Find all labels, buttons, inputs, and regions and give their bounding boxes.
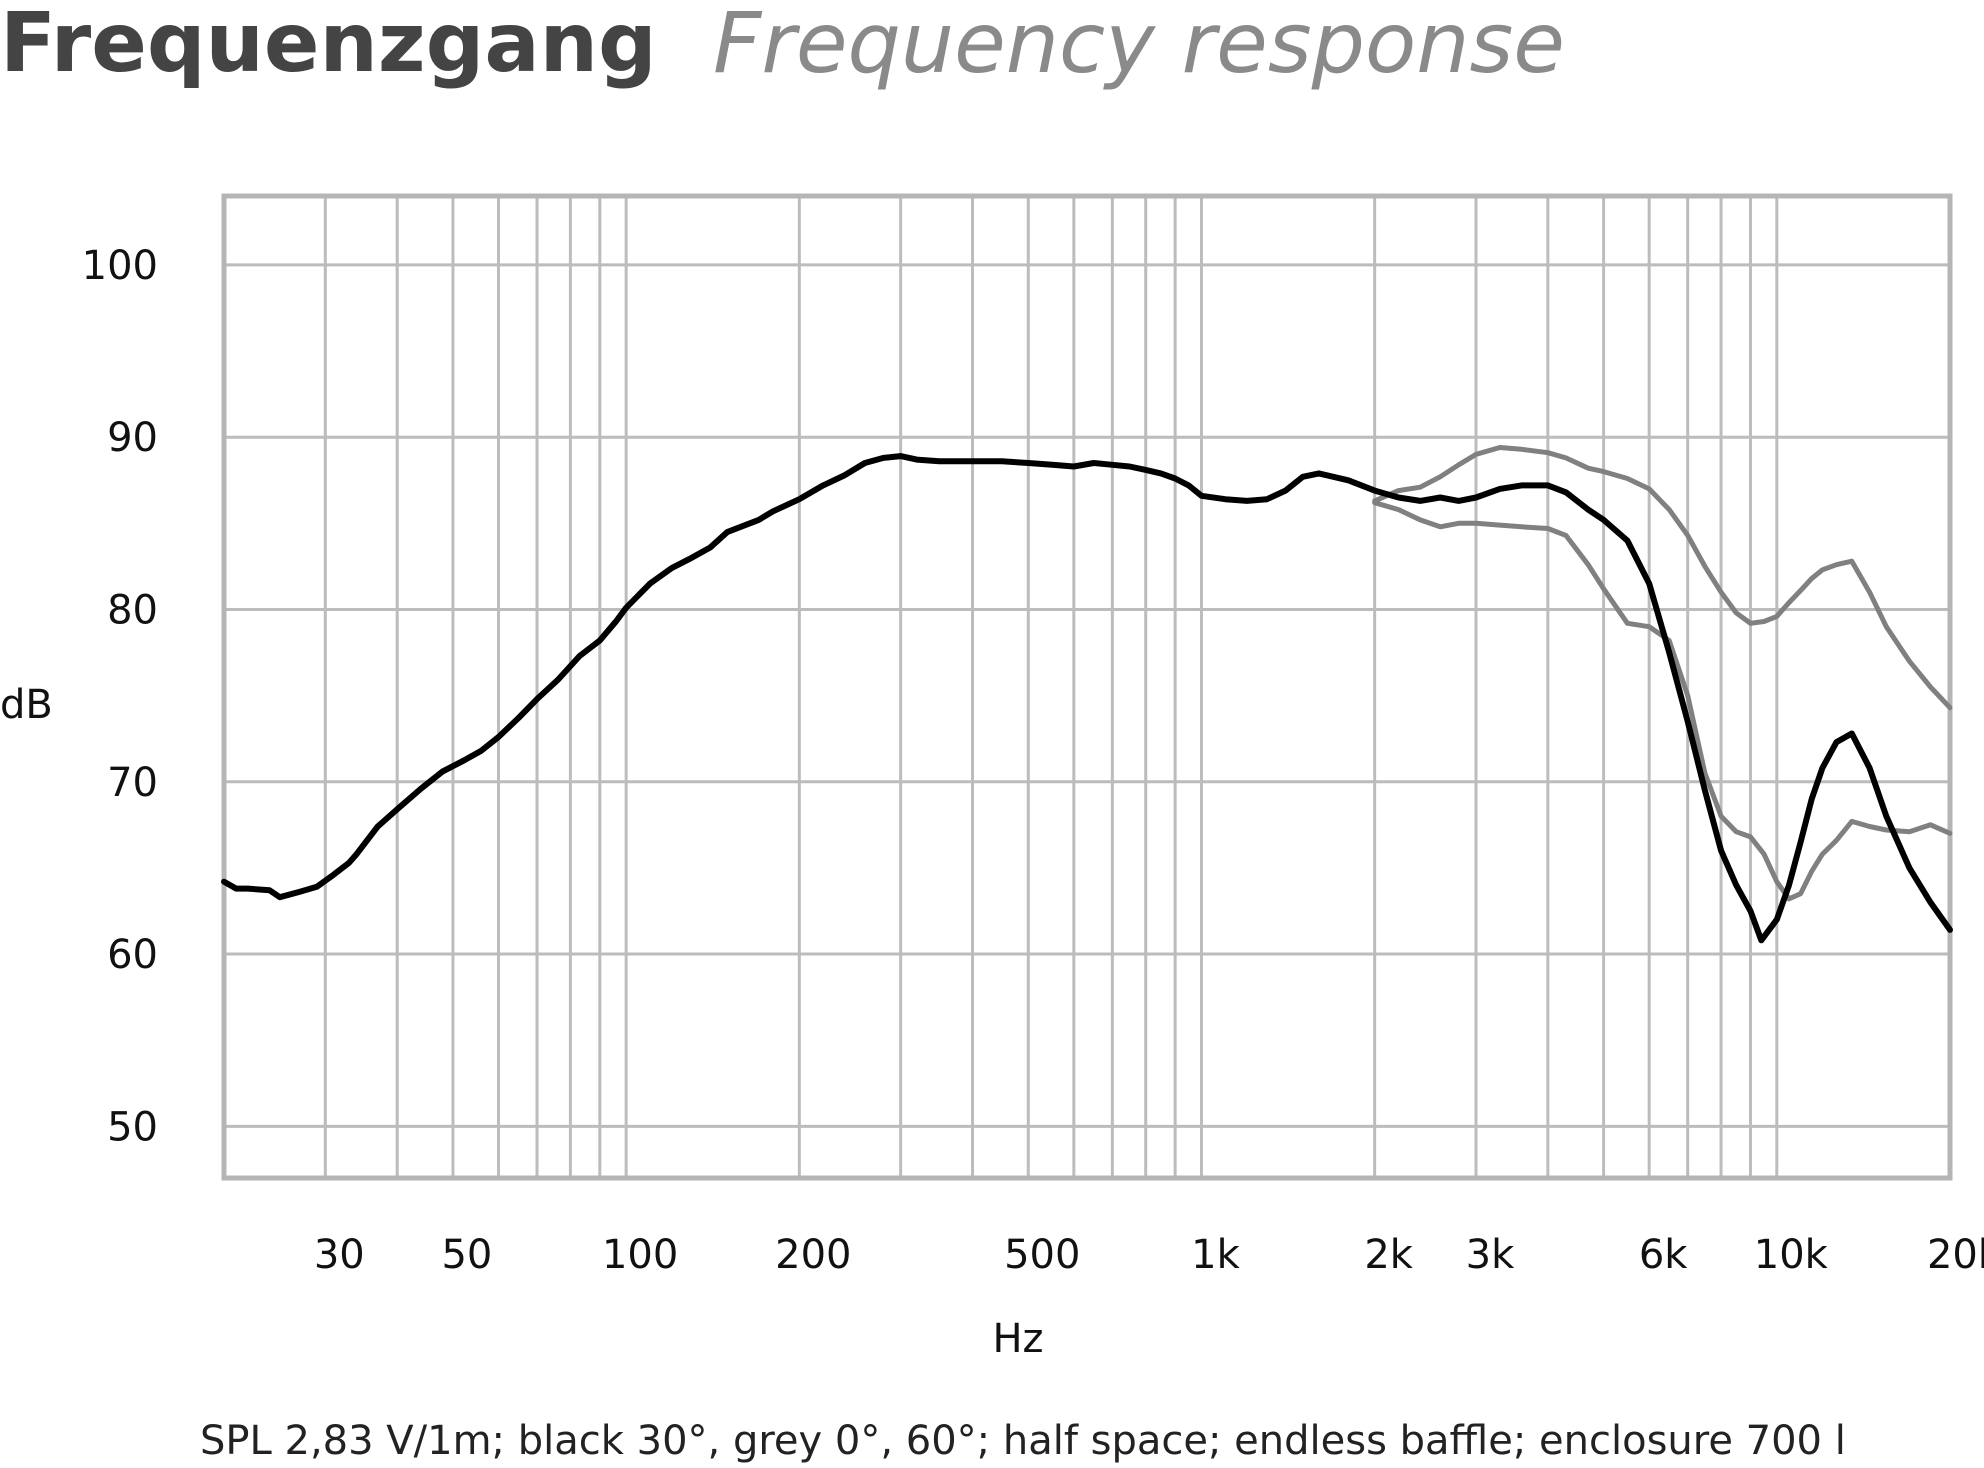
x-tick-label: 20k [1927,1232,1984,1278]
y-tick-label: 60 [107,932,158,978]
series-line-0 [221,453,1953,944]
x-tick-label: 10k [1754,1232,1829,1278]
x-tick-label: 6k [1639,1232,1688,1278]
chart-title: Frequenzgang [0,0,657,91]
grid-lines-horizontal [224,263,1950,1128]
y-tick-label: 50 [107,1104,158,1150]
x-tick-label: 2k [1364,1232,1413,1278]
x-tick-label: 100 [602,1232,678,1278]
y-tick-label: 80 [107,587,158,633]
x-tick-label: 30 [314,1232,365,1278]
x-tick-label: 1k [1191,1232,1240,1278]
series-line-1 [1372,445,1953,711]
series-layer [221,445,1953,944]
x-tick-label: 200 [775,1232,851,1278]
chart-subtitle: Frequency response [713,0,1565,92]
x-tick-label: 50 [441,1232,492,1278]
x-tick-labels: 30 50 100 200 500 1k 2k 3k 6k 10k 20k [314,1232,1984,1278]
series-line-2 [1372,500,1953,902]
x-tick-label: 3k [1466,1232,1515,1278]
measurement-note: SPL 2,83 V/1m; black 30°, grey 0°, 60°; … [200,1418,1846,1464]
y-tick-labels: 50 60 70 80 90 100 [82,243,158,1150]
plot-frame [221,193,1953,1181]
y-tick-label: 100 [82,243,158,289]
y-tick-label: 90 [107,415,158,461]
x-tick-label: 500 [1004,1232,1080,1278]
grid-lines-vertical [323,196,1779,1178]
y-axis-label: dB [0,682,53,728]
x-axis-label: Hz [992,1316,1043,1362]
y-tick-label: 70 [107,760,158,806]
